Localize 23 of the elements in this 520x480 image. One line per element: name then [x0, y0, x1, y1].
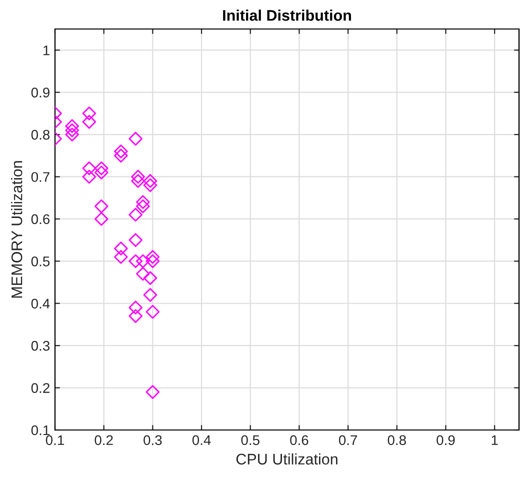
- x-tick-label: 0.3: [144, 435, 162, 446]
- x-tick-label: 0.2: [94, 435, 113, 446]
- y-tick-label: 0.7: [31, 172, 50, 182]
- x-tick-label: 0.5: [241, 435, 260, 446]
- x-tick-label: 0.4: [192, 435, 211, 446]
- y-tick-label: 0.5: [31, 256, 50, 266]
- x-tick-label: 0.8: [388, 435, 406, 446]
- y-tick-label: 0.1: [31, 425, 50, 436]
- y-tick-label: 0.3: [31, 340, 50, 351]
- x-tick-label: 1: [492, 435, 498, 445]
- y-tick-label: 0.6: [31, 214, 50, 224]
- x-tick-label: 0.9: [436, 435, 455, 446]
- chart-title: Initial Distribution: [223, 10, 351, 21]
- x-axis-title: CPU Utilization: [236, 453, 338, 465]
- x-tick-label: 0.6: [290, 435, 308, 446]
- x-tick-label: 0.1: [46, 435, 64, 446]
- y-tick-label: 0.2: [31, 383, 50, 393]
- y-axis-title: MEMORY Utilization: [11, 161, 22, 298]
- x-tick-label: 0.7: [338, 435, 358, 446]
- y-tick-label: 0.9: [31, 88, 50, 98]
- y-tick-label: 0.4: [31, 298, 50, 309]
- y-tick-label: 1: [43, 46, 50, 56]
- y-tick-label: 0.8: [31, 130, 50, 140]
